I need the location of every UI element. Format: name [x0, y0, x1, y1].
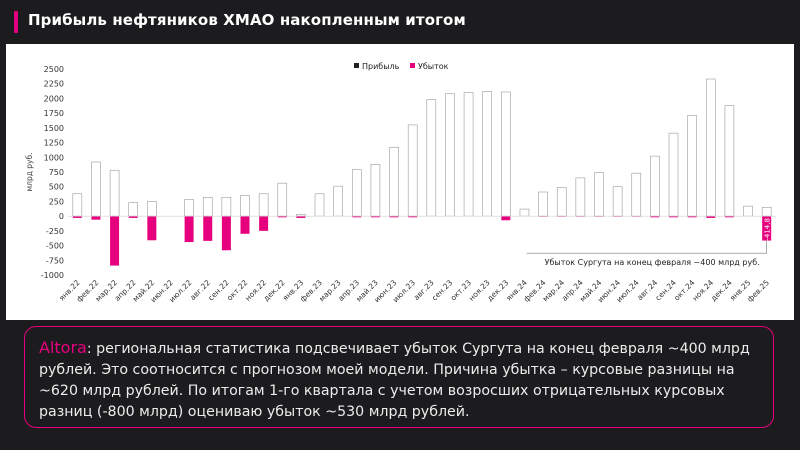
profit-bar	[109, 169, 120, 217]
profit-bar	[426, 99, 437, 217]
y-tick-label: 1750	[44, 109, 64, 118]
y-tick-label: 2000	[44, 94, 64, 103]
loss-bar	[221, 216, 231, 251]
loss-bar	[501, 216, 511, 221]
profit-bar	[147, 201, 157, 217]
profit-bar	[91, 161, 101, 217]
profit-bar	[612, 186, 623, 217]
loss-bar	[352, 216, 362, 218]
legend-label: Прибыль	[362, 62, 400, 71]
loss-bar	[240, 216, 250, 234]
profit-bar	[538, 191, 548, 217]
profit-bar	[705, 78, 716, 217]
profit-bar	[463, 92, 474, 217]
y-tick-label: 500	[49, 183, 64, 192]
y-tick-label: 2500	[44, 65, 64, 74]
loss-bar	[72, 216, 82, 218]
comment-text: Altora: региональная статистика подсвечи…	[39, 337, 759, 423]
loss-bar	[687, 216, 697, 218]
y-tick-label: 750	[49, 168, 64, 177]
loss-bar	[650, 216, 660, 218]
loss-bar	[184, 216, 194, 243]
loss-bar	[408, 216, 418, 218]
loss-bar	[389, 216, 399, 218]
profit-bar	[594, 172, 604, 217]
profit-bar	[668, 132, 679, 217]
profit-bar	[277, 182, 288, 217]
page-title: Прибыль нефтяников ХМАО накопленным итог…	[28, 11, 466, 29]
profit-bar	[482, 91, 493, 217]
loss-bar	[669, 216, 679, 218]
loss-bar	[91, 216, 101, 220]
profit-bar	[631, 172, 642, 217]
loss-bar	[259, 216, 269, 231]
chart-panel: млрд руб. -1000 -750 -500 -250 0 250 500 750 1000…	[6, 44, 794, 320]
y-tick-label: 0	[59, 212, 64, 221]
profit-bar	[687, 115, 697, 217]
profit-bar	[314, 193, 325, 217]
profit-bar	[650, 155, 660, 217]
y-tick-label: 250	[49, 197, 64, 206]
profit-bar	[72, 193, 83, 217]
profit-bar	[724, 105, 735, 217]
profit-bar	[445, 93, 455, 217]
y-tick-label: 1500	[44, 124, 64, 133]
profit-bar	[519, 208, 530, 217]
y-tick-label: 1000	[44, 153, 64, 162]
loss-bar	[110, 216, 120, 266]
profit-bar	[761, 207, 772, 217]
profit-bar	[240, 195, 250, 217]
y-tick-label: -750	[46, 256, 64, 265]
profit-bar	[389, 146, 399, 217]
legend-label: Убыток	[418, 62, 449, 71]
profit-bar	[221, 197, 232, 217]
comment-brand: Altora	[39, 338, 87, 357]
y-tick-label: 1250	[44, 139, 64, 148]
profit-bar	[743, 205, 753, 217]
profit-bar	[184, 199, 194, 217]
profit-bar	[407, 124, 418, 217]
profit-bar	[258, 193, 269, 217]
legend-swatch	[410, 63, 415, 68]
header: Прибыль нефтяников ХМАО накопленным итог…	[0, 0, 800, 44]
profit-bar	[575, 177, 586, 217]
profit-bar	[128, 202, 139, 217]
loss-bar	[203, 216, 213, 241]
data-label: -414,8	[764, 218, 772, 241]
loss-bar	[128, 216, 138, 218]
loss-bar	[277, 216, 287, 218]
profit-bar	[370, 164, 381, 217]
profit-bar	[202, 197, 213, 217]
y-tick-label: -250	[46, 227, 64, 236]
profit-bar	[333, 185, 343, 217]
profit-bar	[351, 169, 362, 217]
loss-bar	[296, 216, 306, 218]
loss-bar	[706, 216, 716, 218]
loss-bar	[147, 216, 157, 241]
y-tick-label: -500	[46, 242, 64, 251]
comment-body: : региональная статистика подсвечивает у…	[39, 341, 750, 420]
loss-bar	[762, 216, 772, 241]
profit-bar	[556, 187, 567, 217]
y-tick-label: 2250	[44, 80, 64, 89]
y-axis-label: млрд руб.	[25, 153, 34, 192]
chart: млрд руб. -1000 -750 -500 -250 0 250 500 750 1000…	[25, 62, 776, 304]
annotation-text: Убыток Сургута на конец февраля ~400 млр…	[545, 258, 760, 267]
comment-panel: Altora: региональная статистика подсвечи…	[24, 326, 774, 428]
loss-bar	[724, 216, 734, 218]
profit-bar	[501, 91, 511, 217]
y-tick-label: -1000	[41, 271, 64, 280]
legend-swatch	[354, 63, 359, 68]
loss-bar	[370, 216, 380, 218]
title-accent-bar	[14, 11, 18, 33]
